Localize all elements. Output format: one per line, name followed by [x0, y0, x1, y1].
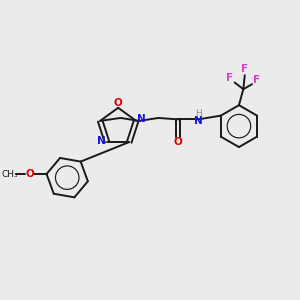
- Text: H: H: [195, 109, 202, 118]
- Text: F: F: [226, 73, 233, 83]
- Text: F: F: [254, 75, 261, 85]
- Text: O: O: [114, 98, 122, 108]
- Text: N: N: [137, 114, 146, 124]
- Text: CH₃: CH₃: [1, 169, 18, 178]
- Text: N: N: [98, 136, 106, 146]
- Text: O: O: [174, 137, 182, 147]
- Text: F: F: [241, 64, 248, 74]
- Text: N: N: [194, 116, 202, 126]
- Text: O: O: [25, 169, 34, 179]
